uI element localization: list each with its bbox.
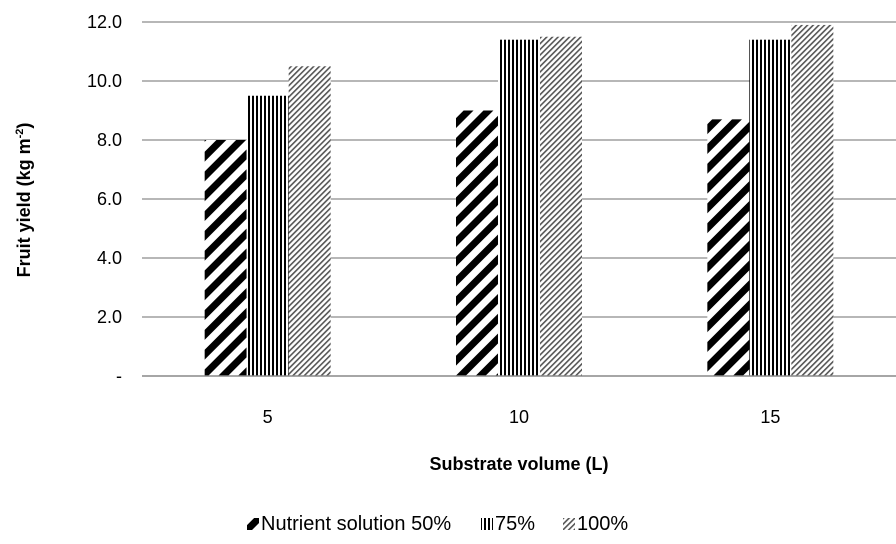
legend: Nutrient solution 50% 75% 100% [247, 513, 628, 535]
bar [246, 95, 289, 376]
bars [204, 24, 834, 376]
bar [204, 140, 247, 376]
x-tick-labels: 5 10 15 [263, 407, 781, 427]
x-tick-label: 15 [760, 407, 780, 427]
bar [707, 119, 750, 376]
x-tick-label: 5 [263, 407, 273, 427]
legend-label: 100% [577, 513, 628, 535]
legend-item: Nutrient solution 50% [247, 513, 451, 535]
bar [791, 24, 834, 376]
y-axis-title-main: Fruit yield (kg m [14, 138, 34, 277]
bar [540, 36, 582, 376]
y-tick-label: 12.0 [87, 12, 122, 32]
bar [288, 66, 331, 376]
x-axis-title: Substrate volume (L) [429, 454, 608, 474]
legend-swatch [481, 518, 493, 530]
bar [749, 39, 792, 376]
y-tick-label: 4.0 [97, 248, 122, 268]
legend-label: 75% [495, 513, 535, 535]
legend-label: Nutrient solution 50% [261, 513, 451, 535]
bar [456, 110, 498, 376]
bar [498, 39, 540, 376]
y-axis-title: Fruit yield (kg m-2) [14, 123, 34, 278]
legend-item: 75% [481, 513, 535, 535]
y-tick-label: - [116, 366, 122, 386]
y-axis-title-end: ) [14, 123, 34, 129]
y-tick-label: 8.0 [97, 130, 122, 150]
y-tick-label: 6.0 [97, 189, 122, 209]
y-tick-label: 10.0 [87, 71, 122, 91]
legend-item: 100% [563, 513, 628, 535]
legend-swatch [247, 518, 259, 530]
y-tick-labels: - 2.0 4.0 6.0 8.0 10.0 12.0 [87, 12, 122, 386]
legend-swatch [563, 518, 575, 530]
y-tick-label: 2.0 [97, 307, 122, 327]
y-axis-title-sup: -2 [14, 129, 26, 139]
x-tick-label: 10 [509, 407, 529, 427]
